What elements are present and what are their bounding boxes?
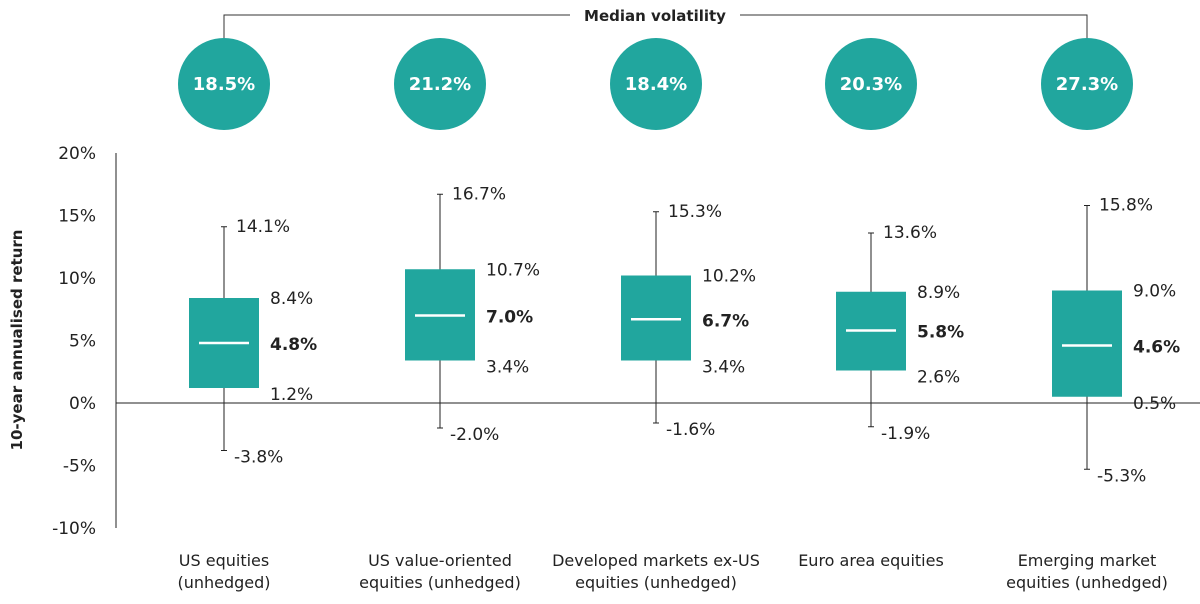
category-label: equities (unhedged): [1006, 573, 1168, 592]
median-label: 4.6%: [1133, 338, 1180, 358]
y-tick-label: -5%: [63, 457, 96, 477]
q3-label: 9.0%: [1133, 282, 1176, 302]
category-label: equities (unhedged): [575, 573, 737, 592]
y-tick-label: 5%: [69, 332, 96, 352]
max-label: 15.8%: [1099, 196, 1153, 216]
min-label: -1.6%: [666, 420, 715, 440]
y-tick-label: 20%: [58, 144, 96, 164]
volatility-label: 27.3%: [1056, 74, 1118, 95]
volatility-circle: [178, 38, 270, 130]
category-label: Euro area equities: [798, 551, 944, 570]
q1-label: 3.4%: [486, 358, 529, 378]
y-axis-label: 10-year annualised return: [8, 230, 26, 451]
median-label: 7.0%: [486, 308, 533, 328]
min-label: -1.9%: [881, 424, 930, 444]
max-label: 14.1%: [236, 217, 290, 237]
box: [1052, 290, 1122, 397]
category-label: (unhedged): [177, 573, 270, 592]
q3-label: 8.4%: [270, 289, 313, 309]
category-label: US equities: [179, 551, 269, 570]
volatility-circle: [1041, 38, 1133, 130]
category-label: US value-oriented: [368, 551, 512, 570]
category-label: Emerging market: [1018, 551, 1157, 570]
min-label: -5.3%: [1097, 466, 1146, 486]
max-label: 13.6%: [883, 223, 937, 243]
q3-label: 10.2%: [702, 267, 756, 287]
volatility-label: 18.5%: [193, 74, 255, 95]
volatility-label: 20.3%: [840, 74, 902, 95]
q1-label: 2.6%: [917, 368, 960, 388]
volatility-label: 21.2%: [409, 74, 471, 95]
volatility-bracket: [223, 14, 1088, 42]
y-tick-label: 15%: [58, 207, 96, 227]
median-label: 4.8%: [270, 335, 317, 355]
median-label: 6.7%: [702, 311, 749, 331]
q3-label: 8.9%: [917, 283, 960, 303]
y-tick-label: -10%: [52, 519, 96, 539]
q1-label: 3.4%: [702, 358, 745, 378]
category-label: equities (unhedged): [359, 573, 521, 592]
min-label: -3.8%: [234, 448, 283, 468]
q1-label: 1.2%: [270, 385, 313, 405]
category-label: Developed markets ex-US: [552, 551, 760, 570]
max-label: 15.3%: [668, 202, 722, 222]
bracket-right: [740, 14, 1088, 42]
volatility-circle: [825, 38, 917, 130]
y-tick-label: 10%: [58, 269, 96, 289]
volatility-circle: [394, 38, 486, 130]
median-label: 5.8%: [917, 323, 964, 343]
min-label: -2.0%: [450, 425, 499, 445]
axes: 20% 15% 10% 5% 0% -5% -10%: [52, 144, 1200, 539]
volatility-label: 18.4%: [625, 74, 687, 95]
volatility-circle: [610, 38, 702, 130]
max-label: 16.7%: [452, 184, 506, 204]
marks: 18.5% 14.1% 8.4% 4.8% 1.2% -3.8% US equities (u…: [177, 38, 1180, 592]
volatility-header: Median volatility: [584, 7, 726, 25]
q1-label: 0.5%: [1133, 394, 1176, 414]
bracket-left: [223, 14, 570, 42]
q3-label: 10.7%: [486, 260, 540, 280]
y-tick-label: 0%: [69, 394, 96, 414]
